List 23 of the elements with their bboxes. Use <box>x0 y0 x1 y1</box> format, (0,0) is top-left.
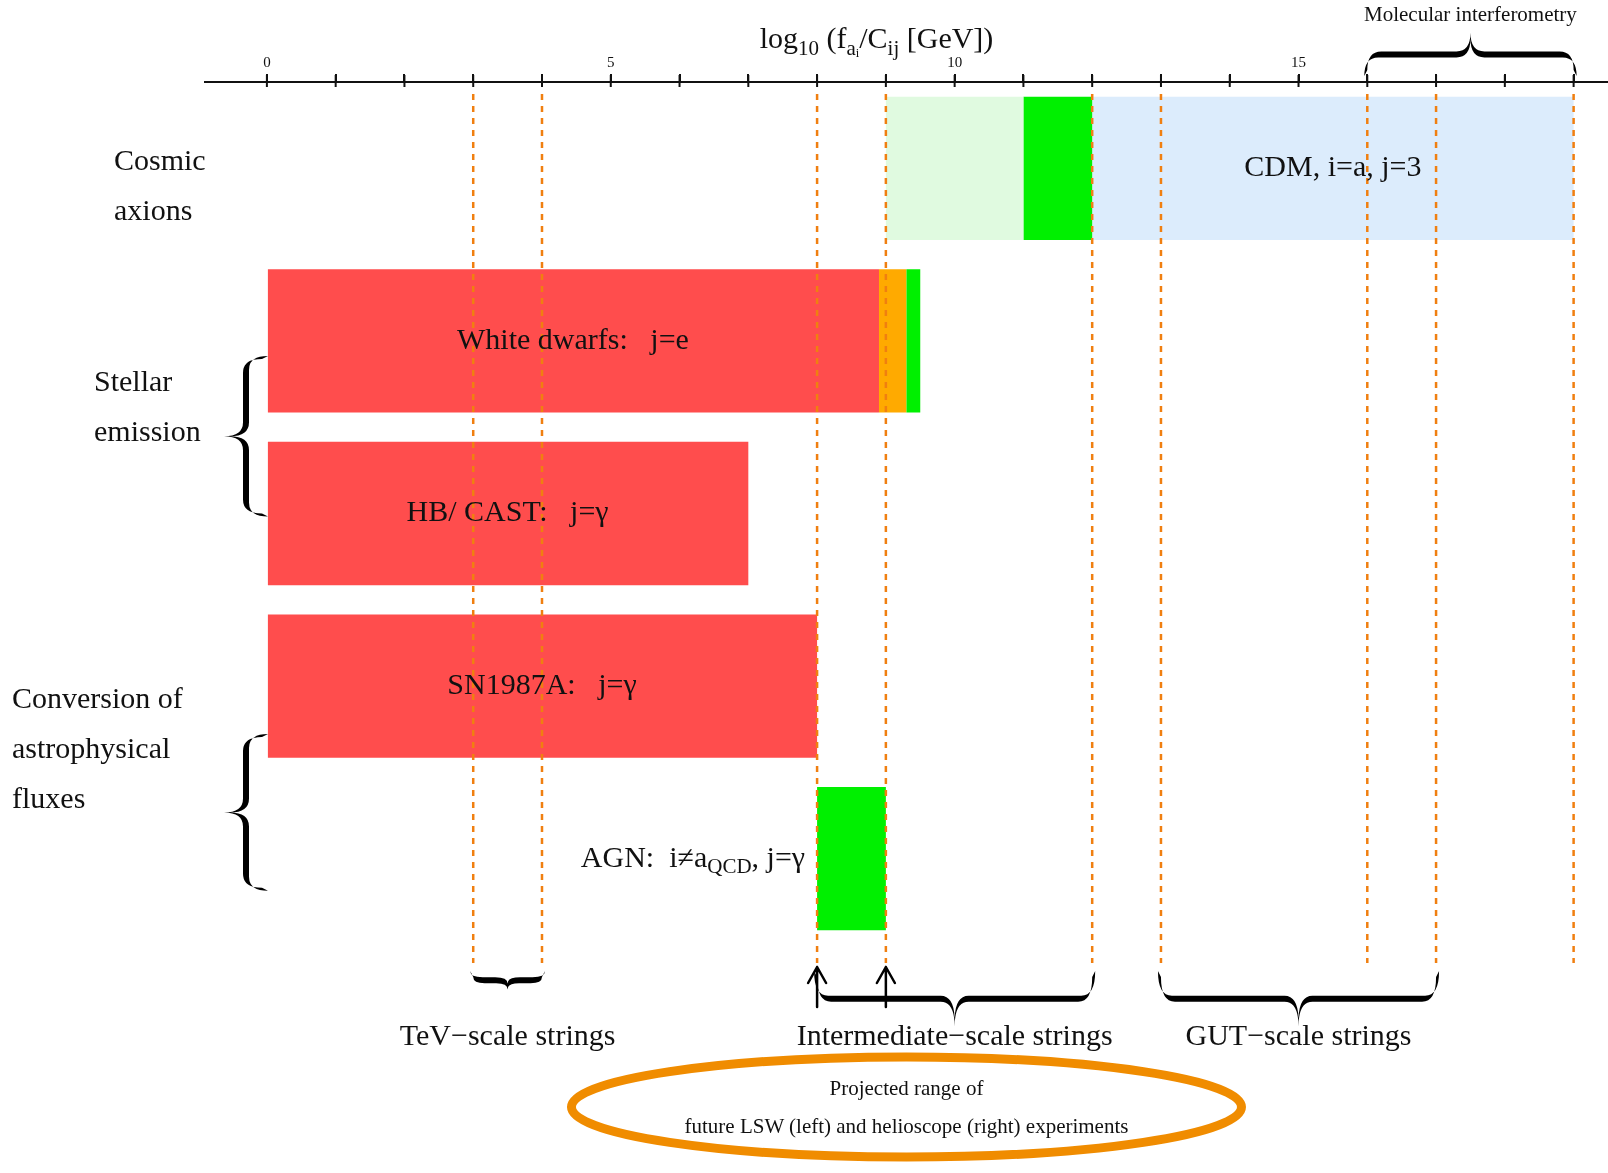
y-tick-label: SN1987A: j=γ <box>447 666 637 700</box>
annotation: Cosmic axions <box>114 142 207 228</box>
text: Stellar emission <box>94 363 202 449</box>
text: TeV−scale strings <box>399 1018 616 1051</box>
x-tick-label: 5 <box>607 53 615 70</box>
bar <box>817 787 886 931</box>
y-tick-label: CDM, i=a, j=3 <box>1244 149 1422 183</box>
bar <box>1092 96 1574 240</box>
bar <box>878 269 907 413</box>
y-tick-label: HB/ CAST: j=γ <box>406 494 609 528</box>
bar <box>267 269 879 413</box>
bar <box>1023 96 1093 240</box>
text: GUT−scale strings <box>1185 1018 1412 1051</box>
bar <box>885 96 1024 240</box>
x-tick-label: 15 <box>1291 53 1307 70</box>
x-tick-label: 0 <box>263 53 271 70</box>
bar <box>906 269 921 413</box>
text: Molecular interferometry <box>1364 1 1578 26</box>
text: Conversion of astrophysical fluxes <box>12 680 184 816</box>
text: Intermediate−scale strings <box>796 1018 1113 1051</box>
bar <box>267 614 818 758</box>
y-tick-label: White dwarfs: j=e <box>457 321 689 355</box>
text: Projected range of future LSW (left) and helioscope (right) experiments <box>684 1076 1129 1138</box>
